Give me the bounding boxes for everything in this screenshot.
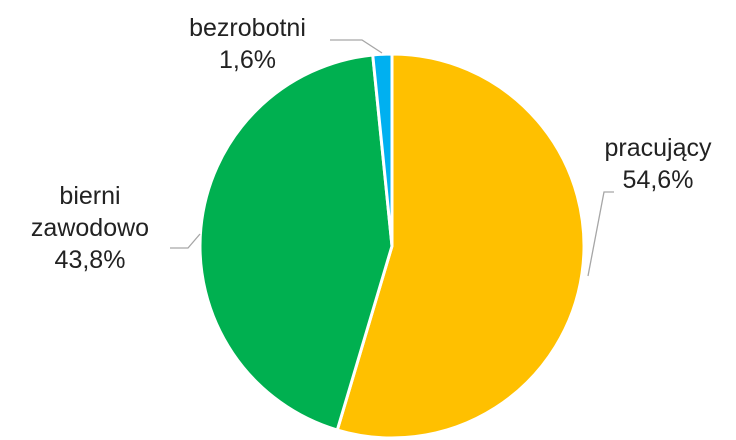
slice-label: pracujący 54,6% bbox=[588, 132, 728, 196]
slice-label: bierni zawodowo 43,8% bbox=[20, 180, 160, 276]
category-label: pracujący bbox=[604, 134, 712, 162]
leader-line bbox=[330, 39, 383, 54]
leader-line bbox=[170, 233, 201, 249]
slice-label: bezrobotni 1,6% bbox=[160, 12, 335, 76]
value-label: 43,8% bbox=[54, 246, 126, 274]
pie-slice bbox=[371, 52, 394, 247]
leader-line bbox=[587, 191, 614, 277]
value-label: 1,6% bbox=[219, 46, 276, 74]
value-label: 54,6% bbox=[622, 166, 694, 194]
pie-slice bbox=[335, 52, 586, 440]
category-label: bezrobotni bbox=[189, 14, 306, 42]
pie-slice bbox=[198, 53, 394, 432]
category-label: bierni zawodowo bbox=[30, 182, 150, 242]
